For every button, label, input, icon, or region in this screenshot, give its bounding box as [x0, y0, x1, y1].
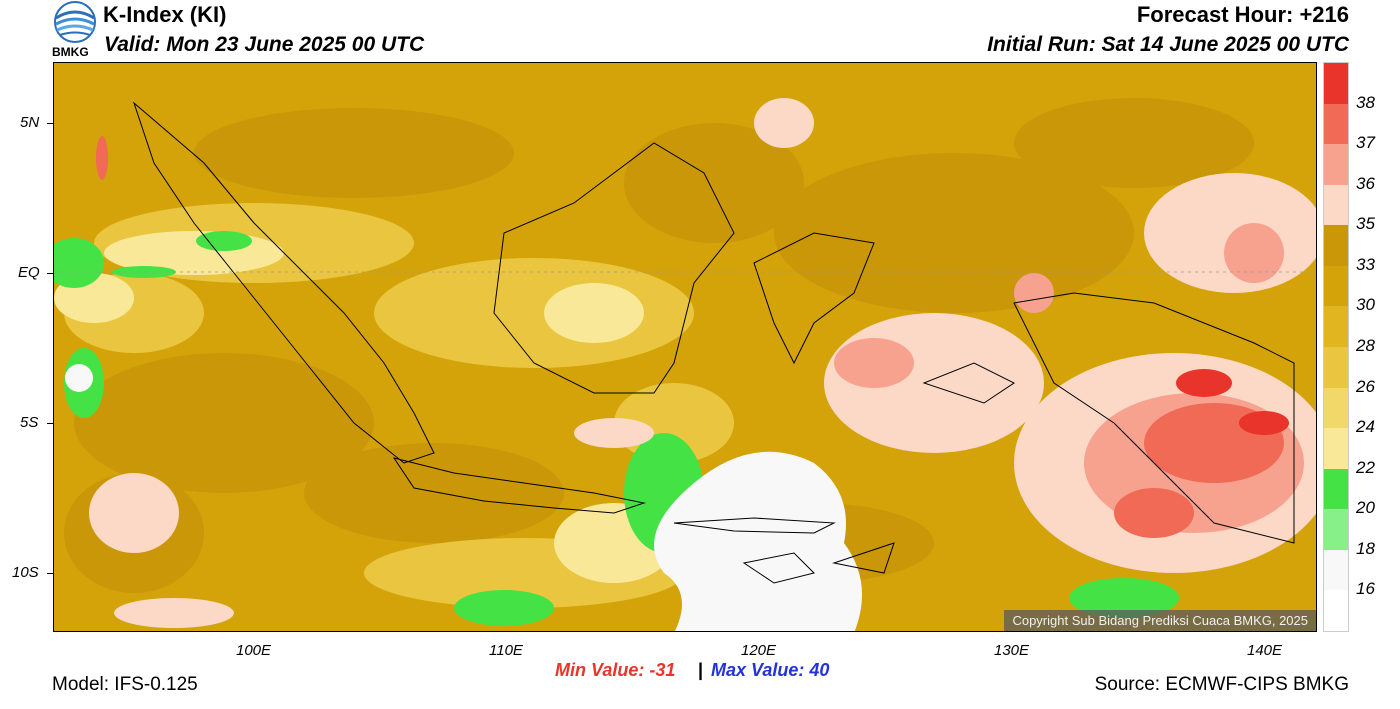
colorbar-swatch [1324, 468, 1348, 510]
colorbar-label: 30 [1356, 295, 1375, 315]
colorbar-label: 38 [1356, 92, 1375, 112]
forecast-hour: Forecast Hour: +216 [1136, 2, 1349, 27]
max-value: Max Value: 40 [711, 660, 830, 680]
colorbar-label: 24 [1356, 417, 1375, 437]
colorbar-label: 18 [1356, 538, 1375, 558]
ytick-mark [47, 573, 53, 574]
initial-run: Initial Run: Sat 14 June 2025 00 UTC [987, 33, 1349, 56]
colorbar-swatch [1324, 265, 1348, 307]
map-panel: Copyright Sub Bidang Prediksi Cuaca BMKG… [53, 62, 1317, 632]
colorbar-swatch [1324, 225, 1348, 267]
colorbar-swatch [1324, 590, 1348, 631]
ytick-mark [47, 123, 53, 124]
colorbar-label: 22 [1356, 457, 1375, 477]
colorbar-swatch [1324, 509, 1348, 551]
copyright-notice: Copyright Sub Bidang Prediksi Cuaca BMKG… [1004, 610, 1316, 631]
field-below-16 [65, 364, 862, 631]
ytick-10s: 10S [12, 564, 39, 581]
colorbar-swatch [1324, 184, 1348, 226]
colorbar-swatch [1324, 63, 1348, 105]
bmkg-logo-icon [54, 1, 96, 43]
colorbar-labels: 38 37 36 35 33 30 28 26 24 22 20 18 16 [1352, 62, 1392, 632]
k-index-map [54, 63, 1316, 631]
xtick-100e: 100E [236, 642, 272, 659]
bmkg-logo: BMKG [50, 0, 100, 62]
colorbar-label: 20 [1356, 498, 1375, 518]
ytick-mark [47, 423, 53, 424]
ytick-eq: EQ [18, 264, 40, 281]
colorbar-swatch [1324, 428, 1348, 470]
ytick-5n: 5N [20, 114, 40, 131]
coastlines [132, 101, 1295, 584]
colorbar-swatch [1324, 347, 1348, 389]
min-value: Min Value: -31 [555, 660, 676, 680]
logo-text: BMKG [52, 45, 89, 59]
colorbar-label: 16 [1356, 579, 1375, 599]
valid-time: Valid: Mon 23 June 2025 00 UTC [104, 33, 425, 56]
ytick-5s: 5S [20, 414, 39, 431]
colorbar-label: 28 [1356, 336, 1375, 355]
colorbar-swatch [1324, 549, 1348, 591]
colorbar-label: 26 [1356, 376, 1375, 396]
colorbar-swatch [1324, 306, 1348, 348]
colorbar [1323, 62, 1349, 632]
xtick-130e: 130E [994, 642, 1030, 659]
colorbar-swatch [1324, 103, 1348, 145]
colorbar-label: 36 [1356, 173, 1375, 193]
value-separator: | [698, 660, 704, 680]
ytick-mark [47, 273, 53, 274]
colorbar-swatch [1324, 144, 1348, 186]
xtick-140e: 140E [1247, 642, 1283, 659]
source-label: Source: ECMWF-CIPS BMKG [1094, 674, 1349, 695]
colorbar-label: 37 [1356, 133, 1375, 153]
field-above-38 [1176, 369, 1289, 435]
colorbar-label: 33 [1356, 254, 1375, 274]
field-below-20 [54, 231, 1179, 626]
colorbar-label: 35 [1356, 214, 1375, 234]
colorbar-swatch [1324, 387, 1348, 429]
xtick-110e: 110E [489, 642, 523, 659]
chart-title: K-Index (KI) [103, 2, 227, 27]
xtick-120e: 120E [741, 642, 777, 659]
model-label: Model: IFS-0.125 [52, 674, 198, 695]
